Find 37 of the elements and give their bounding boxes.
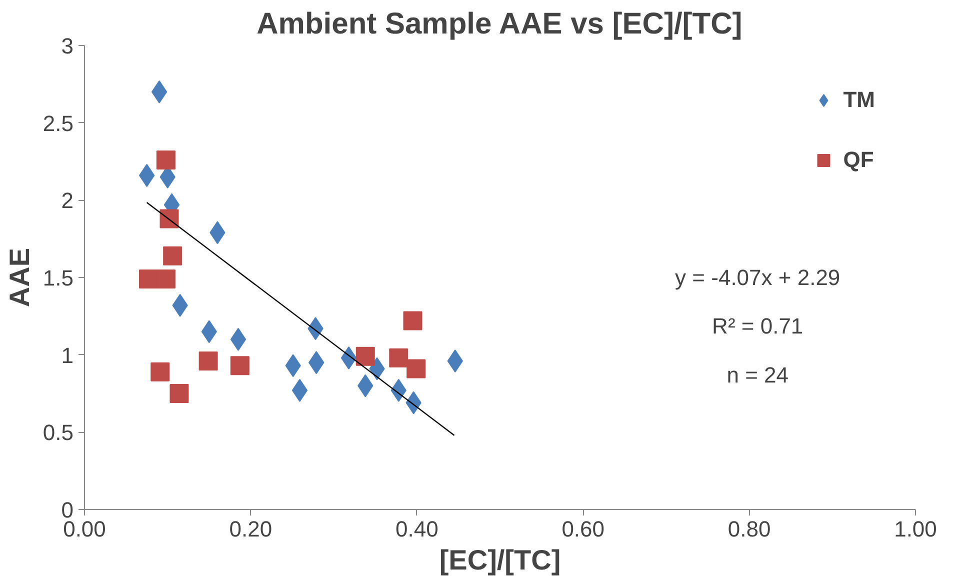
x-axis-title: [EC]/[TC]	[439, 544, 561, 576]
y-tick-label: 0.5	[42, 420, 74, 446]
point	[356, 346, 375, 366]
y-tick-label: 1.5	[42, 266, 74, 290]
point	[160, 209, 179, 228]
point	[230, 356, 250, 376]
annotation: y = -4.07x + 2.29	[675, 265, 840, 290]
x-tick-label: 0.40	[395, 516, 438, 542]
point	[156, 150, 176, 170]
point	[138, 164, 155, 187]
point	[389, 348, 408, 368]
point	[230, 328, 246, 351]
chart-title: Ambient Sample AAE vs [EC]/[TC]	[256, 8, 742, 40]
point	[292, 378, 308, 402]
x-tick-label: 0.60	[562, 516, 605, 542]
x-tick-label: 1.00	[894, 516, 937, 542]
point	[406, 359, 426, 378]
point	[403, 311, 422, 330]
y-tick-label: 3	[61, 34, 74, 58]
point	[163, 246, 182, 266]
y-tick-label: 2	[61, 188, 74, 214]
y-axis-title: AAE	[4, 248, 35, 308]
x-tick-label: 0.20	[229, 516, 272, 542]
legend-label: QF	[843, 147, 874, 173]
point	[170, 384, 189, 403]
x-tick-label: 0.80	[728, 516, 771, 542]
point	[156, 270, 176, 289]
y-tick-label: 1	[61, 342, 74, 368]
annotation: R² = 0.71	[712, 314, 804, 339]
y-tick-label: 2.5	[42, 110, 74, 136]
point	[138, 270, 158, 289]
point	[151, 80, 168, 104]
legend-label: TM	[843, 87, 875, 113]
point	[150, 362, 170, 382]
point	[340, 346, 357, 370]
point	[198, 352, 218, 371]
annotation: n = 24	[726, 362, 788, 388]
